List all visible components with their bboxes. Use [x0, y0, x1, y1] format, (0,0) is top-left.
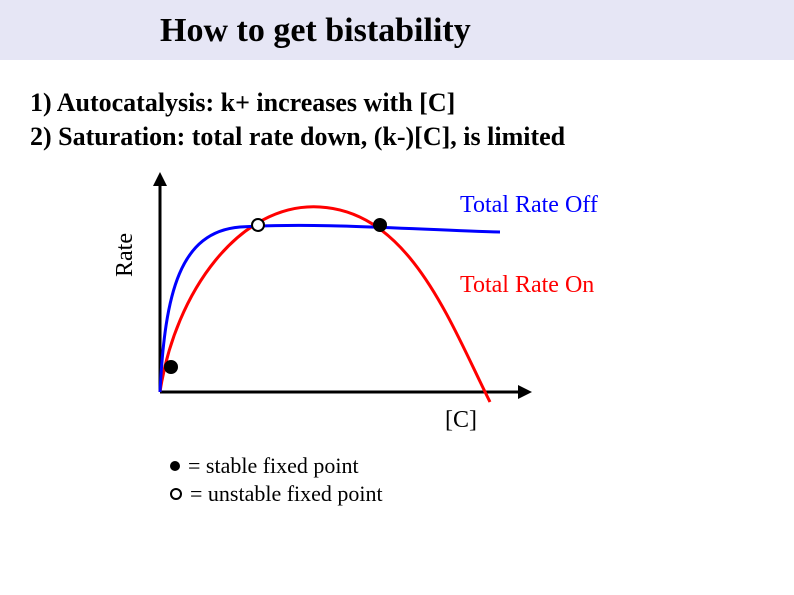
title-bar: How to get bistability — [0, 0, 794, 60]
rate-on-label: Total Rate On — [460, 272, 594, 299]
bistability-chart: Rate [C] Total Rate Off Total Rate On = … — [120, 172, 720, 532]
stable-dot-icon — [170, 461, 180, 471]
x-axis-label: [C] — [445, 407, 477, 434]
legend: = stable fixed point = unstable fixed po… — [170, 452, 383, 509]
body-text: 1) Autocatalysis: k+ increases with [C] … — [0, 60, 794, 154]
bullet-2: 2) Saturation: total rate down, (k-)[C],… — [30, 120, 764, 154]
legend-unstable: = unstable fixed point — [170, 480, 383, 509]
unstable-dot-icon — [170, 488, 182, 500]
legend-stable-text: = stable fixed point — [188, 452, 359, 481]
legend-unstable-text: = unstable fixed point — [190, 480, 383, 509]
rate-off-label: Total Rate Off — [460, 192, 598, 219]
y-axis-label: Rate — [112, 233, 139, 277]
chart-svg — [120, 172, 720, 432]
legend-stable: = stable fixed point — [170, 452, 383, 481]
page-title: How to get bistability — [0, 12, 794, 50]
bullet-1: 1) Autocatalysis: k+ increases with [C] — [30, 86, 764, 120]
